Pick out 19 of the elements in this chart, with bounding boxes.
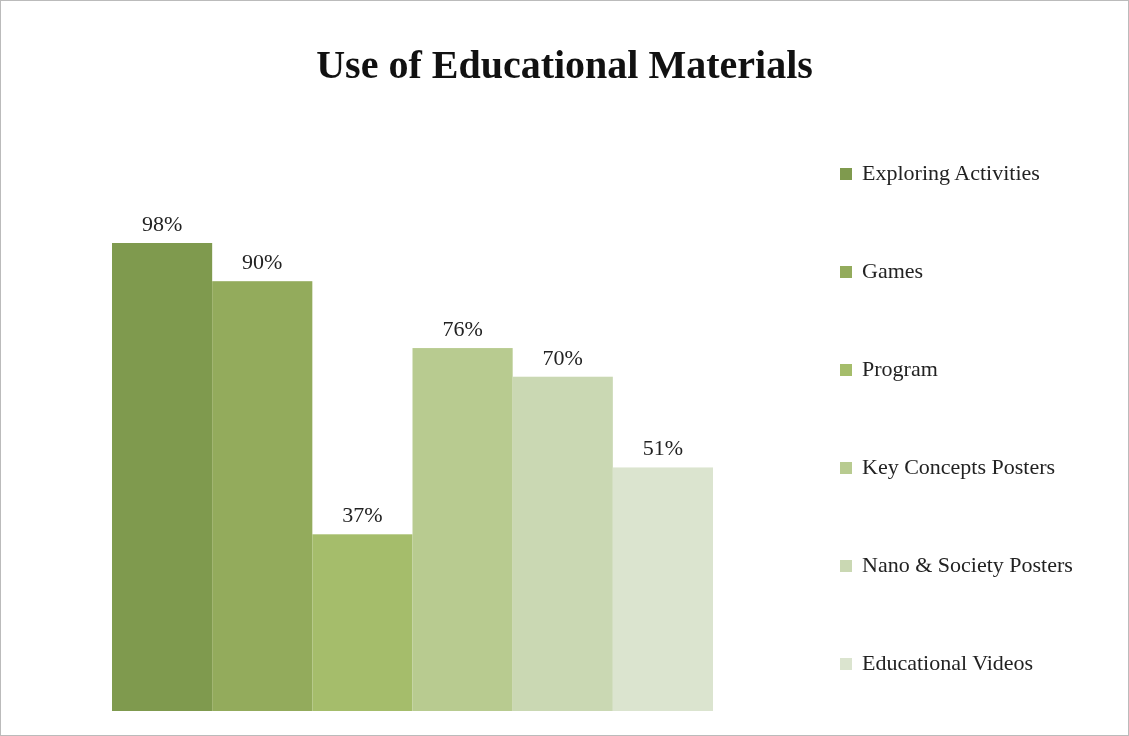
bar [212,281,313,711]
legend-label: Nano & Society Posters [862,552,1073,578]
data-label: 70% [542,344,583,370]
data-label: 98% [141,211,183,236]
bar [312,534,413,711]
bar [612,467,713,711]
data-label: 76% [442,316,483,342]
legend-label: Key Concepts Posters [862,454,1056,480]
legend-label: Program [862,356,938,382]
bar [112,243,213,711]
legend-label: Educational Videos [862,650,1034,676]
bar [512,376,613,711]
data-label: 37% [342,502,383,528]
chart-title: Use of Educational Materials [316,42,813,87]
bar [412,348,513,711]
data-label: 51% [642,435,684,461]
legend-label: Exploring Activities [862,160,1040,186]
legend-label: Games [862,258,924,284]
data-label: 90% [242,249,283,275]
